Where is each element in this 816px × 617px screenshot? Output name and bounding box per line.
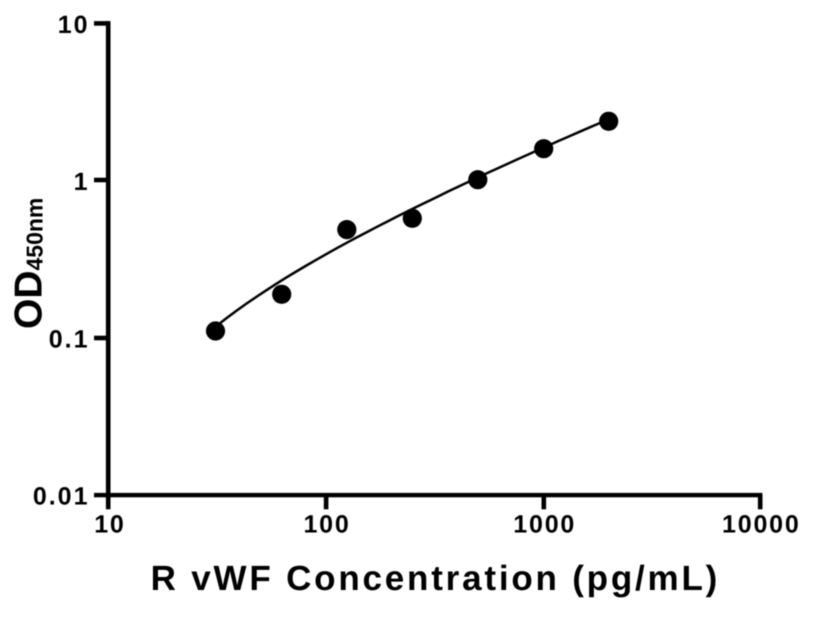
- svg-text:1000: 1000: [513, 511, 576, 539]
- svg-text:0.1: 0.1: [49, 326, 90, 354]
- svg-text:0.01: 0.01: [33, 483, 90, 511]
- svg-text:10: 10: [58, 11, 90, 39]
- svg-text:1: 1: [74, 168, 90, 196]
- svg-text:100: 100: [303, 511, 350, 539]
- svg-text:OD450nm: OD450nm: [8, 198, 51, 329]
- svg-text:10: 10: [94, 511, 125, 539]
- svg-text:10000: 10000: [722, 511, 801, 539]
- svg-text:R vWF Concentration (pg/mL): R vWF Concentration (pg/mL): [151, 559, 720, 598]
